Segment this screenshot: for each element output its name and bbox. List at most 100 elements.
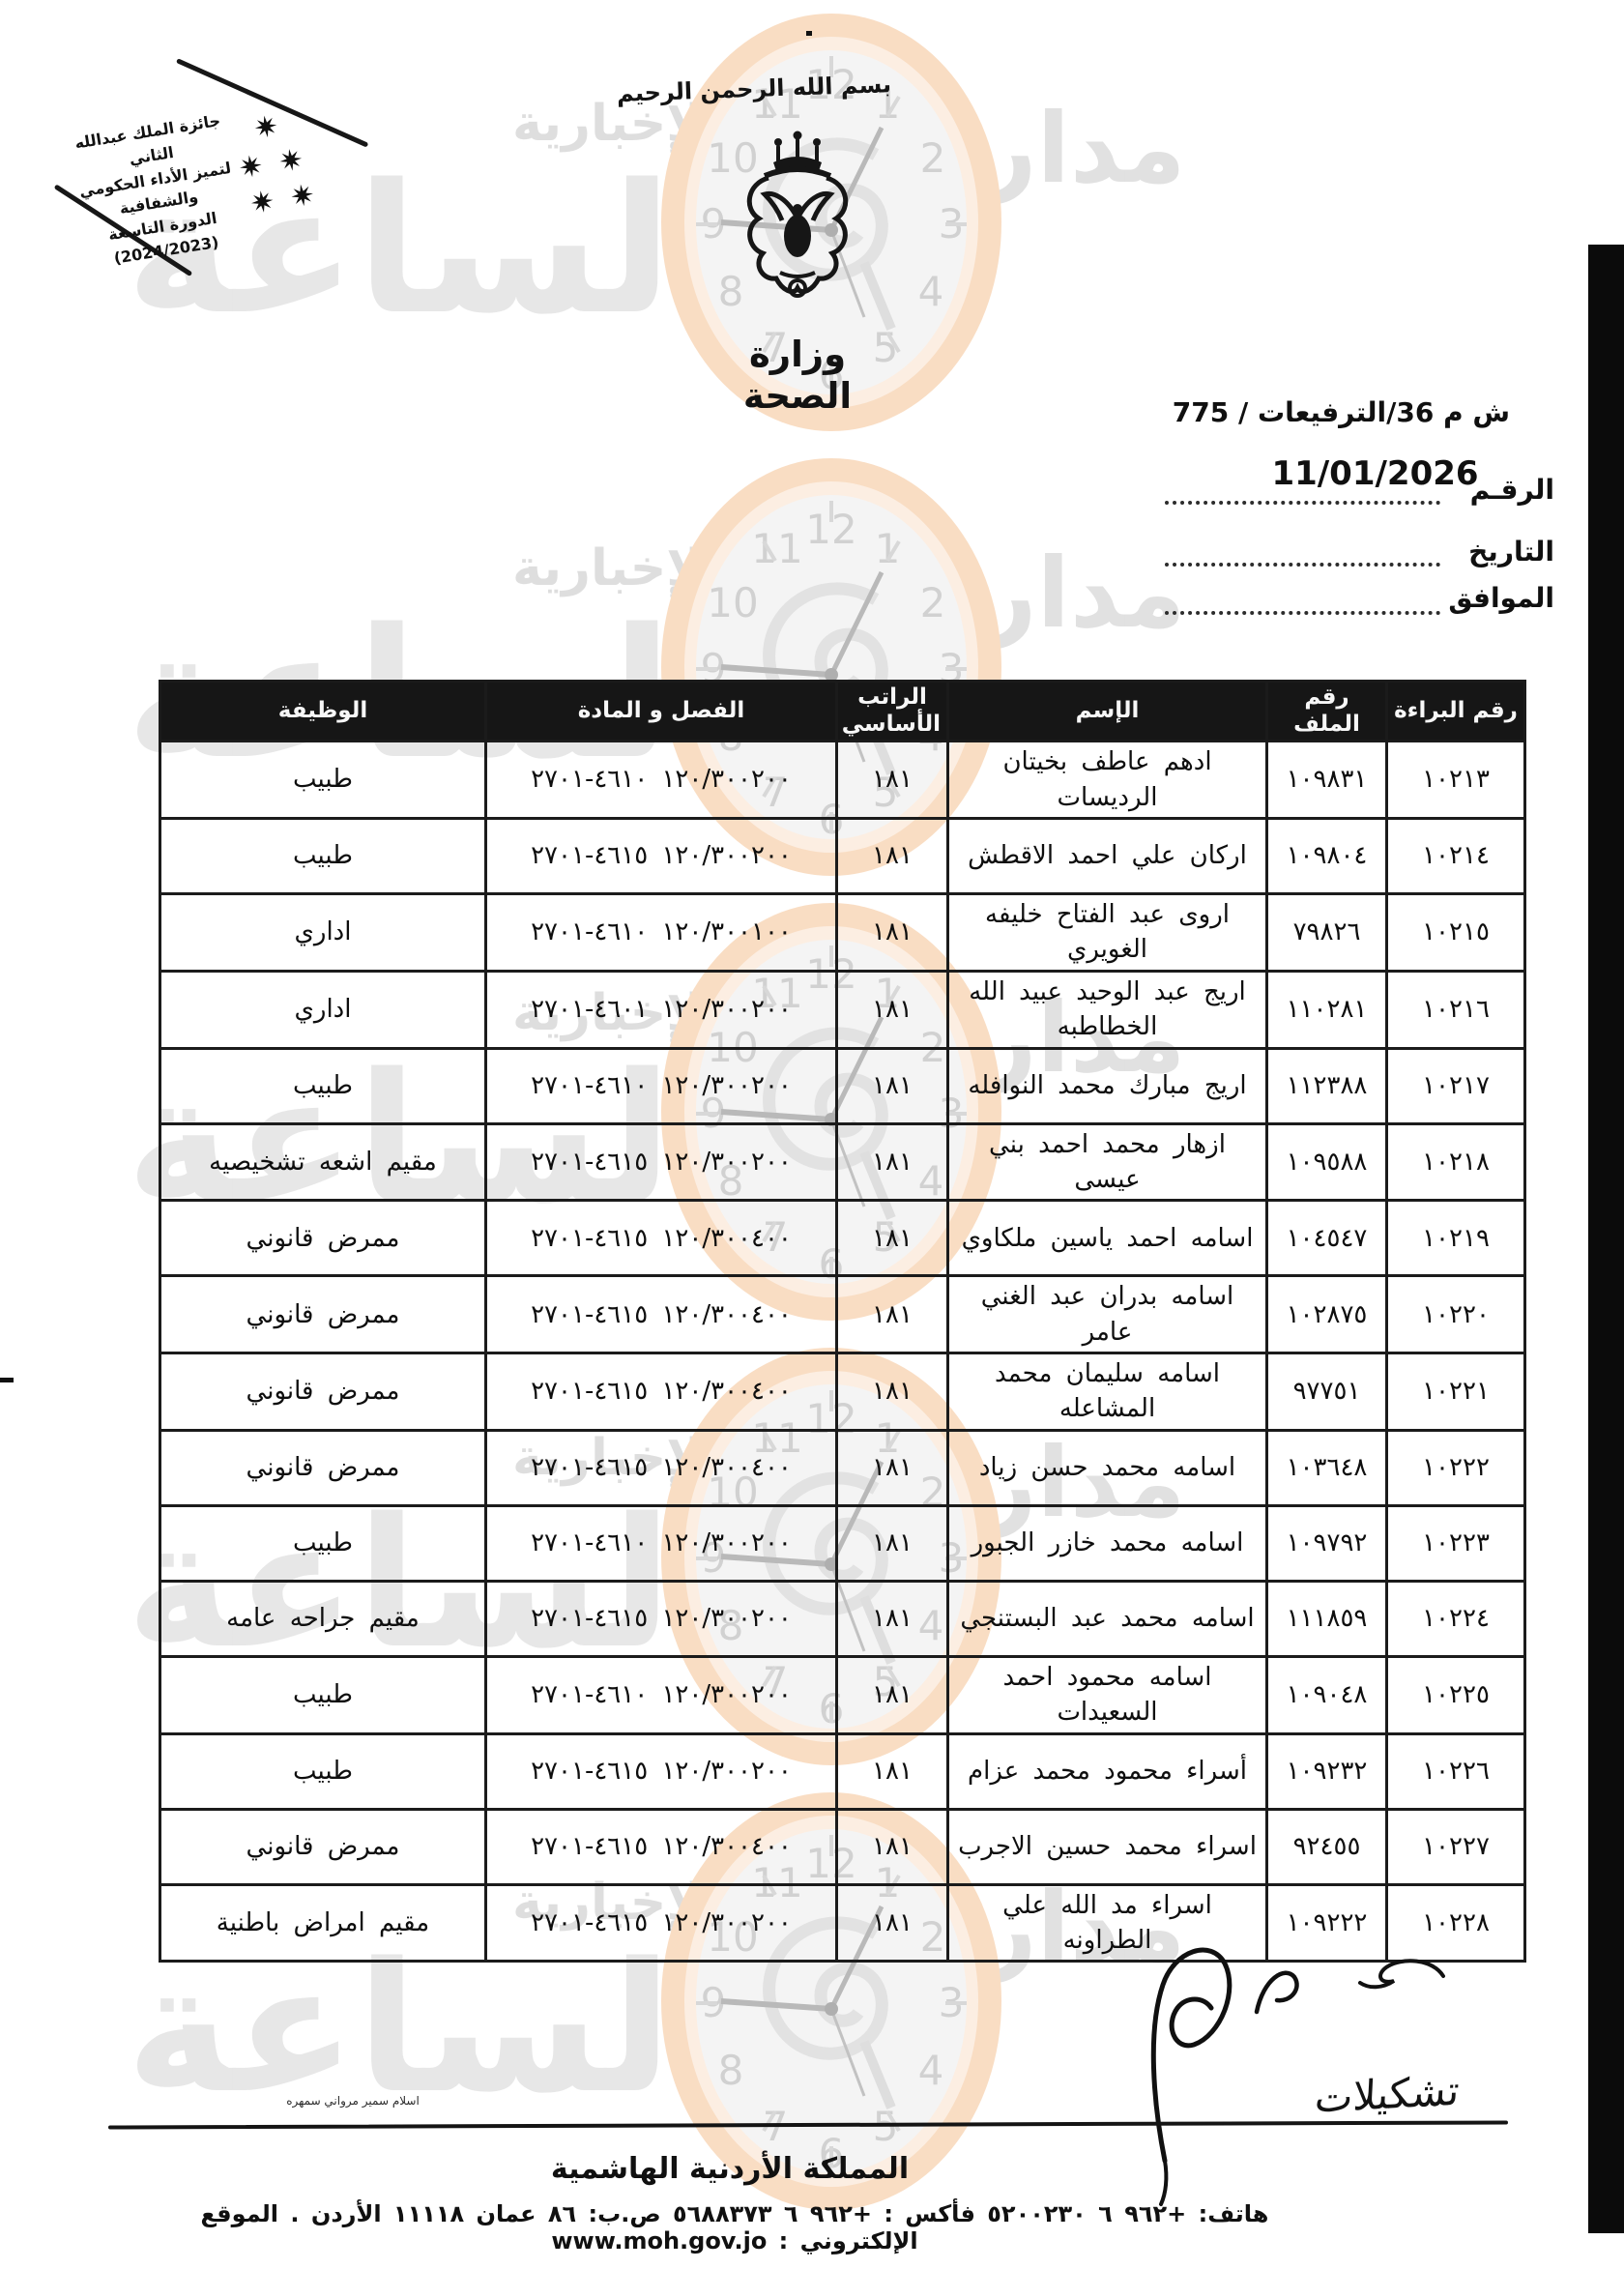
svg-text:8: 8 [718, 2047, 744, 2094]
svg-text:4: 4 [918, 2047, 944, 2094]
cell-job-title: ممرض قانوني [159, 1199, 487, 1278]
cell-job-title: ممرض قانوني [159, 1428, 487, 1507]
cell-chapter-article: ١٢٠/٣٠٠٤٠٠ ٤٦١٥-٢٧٠١ [484, 1352, 838, 1432]
cell-file-number: ١٠٩٨٠٤ [1265, 816, 1388, 895]
cell-basic-salary: ١٨١ [835, 1731, 949, 1811]
reference-number: ش م 36/الترفيعات / 775 [1172, 396, 1510, 428]
chapter-article-value: ١٢٠/٣٠٠٤٠٠ ٤٦١٥-٢٧٠١ [531, 1377, 792, 1407]
chapter-article-value: ١٢٠/٣٠٠٢٠٠ ٤٦١٥-٢٧٠١ [531, 1907, 792, 1937]
cell-employee-name: اسراء مد الله علي الطراونه [946, 1882, 1268, 1964]
chapter-article-value: ١٢٠/٣٠٠٤٠٠ ٤٦١٥-٢٧٠١ [531, 1223, 792, 1253]
cell-employee-name: اروى عبد الفتاح خليفه الغويري [946, 891, 1268, 973]
svg-text:5: 5 [873, 324, 899, 371]
cell-employee-name: اسامه محمد خازر الجبور [946, 1503, 1268, 1583]
table-row: ١٠٢١٣ ١٠٩٨٣١ ادهم عاطف بخيتان الرديسات ١… [159, 740, 1526, 820]
cell-file-number: ١٠٣٦٤٨ [1265, 1428, 1388, 1507]
cell-job-title: مقيم اشعه تشخيصيه [159, 1121, 487, 1203]
cell-chapter-article: ١٢٠/٣٠٠٢٠٠ ٤٦١٥-٢٧٠١ [484, 1731, 838, 1811]
cell-employee-name: اسراء محمد حسين الاجرب [946, 1807, 1268, 1886]
cell-chapter-article: ١٢٠/٣٠٠٢٠٠ ٤٦١٠-٢٧٠١ [484, 740, 838, 820]
cell-job-title: طبيب [159, 1503, 487, 1583]
svg-text:8: 8 [718, 268, 744, 315]
cell-job-title: طبيب [159, 1046, 487, 1125]
cell-decree-number: ١٠٢٢٠ [1385, 1274, 1526, 1355]
cell-employee-name: اسامه محمد حسن زياد [946, 1428, 1268, 1507]
cell-chapter-article: ١٢٠/٣٠٠٤٠٠ ٤٦١٥-٢٧٠١ [484, 1807, 838, 1886]
header-decree-number: رقم البراءة [1385, 679, 1526, 743]
cell-chapter-article: ١٢٠/٣٠٠٢٠٠ ٤٦١٥-٢٧٠١ [484, 1579, 838, 1658]
chapter-article-value: ١٢٠/٣٠٠١٠٠ ٤٦١٠-٢٧٠١ [531, 917, 792, 947]
cell-file-number: ١٠٤٥٤٧ [1265, 1199, 1388, 1278]
chapter-article-value: ١٢٠/٣٠٠٢٠٠ ٤٦٠١-٢٧٠١ [531, 994, 792, 1024]
cell-basic-salary: ١٨١ [835, 1882, 949, 1964]
prepared-by-note: اسلام سمير مرواني سمهره [286, 2094, 420, 2108]
cell-employee-name: اسامه احمد ياسين ملكاوي [946, 1199, 1268, 1278]
header-name: الإسم [946, 679, 1268, 743]
cell-file-number: ٩٧٧٥١ [1265, 1352, 1388, 1432]
jordan-coat-of-arms [746, 131, 849, 298]
cell-decree-number: ١٠٢١٣ [1385, 740, 1526, 820]
cell-basic-salary: ١٨١ [835, 891, 949, 973]
table-row: ١٠٢٢٥ ١٠٩٠٤٨ اسامه محمود احمد السعيدات ١… [159, 1654, 1526, 1735]
star-icon: ✷ [251, 109, 281, 147]
handwritten-signature [1150, 1947, 1299, 2206]
cell-file-number: ١٠٩٨٣١ [1265, 740, 1388, 820]
cell-chapter-article: ١٢٠/٣٠٠١٠٠ ٤٦١٠-٢٧٠١ [484, 891, 838, 973]
cell-job-title: ممرض قانوني [159, 1352, 487, 1432]
cell-job-title: طبيب [159, 1654, 487, 1735]
cell-basic-salary: ١٨١ [835, 1352, 949, 1432]
cell-chapter-article: ١٢٠/٣٠٠٢٠٠ ٤٦١٠-٢٧٠١ [484, 1046, 838, 1125]
cell-decree-number: ١٠٢٢٥ [1385, 1654, 1526, 1735]
cell-decree-number: ١٠٢٢١ [1385, 1352, 1526, 1432]
cell-basic-salary: ١٨١ [835, 1274, 949, 1355]
svg-text:10: 10 [707, 579, 758, 626]
basmala-text: بسم الله الرحمن الرحيم [616, 71, 892, 107]
cell-chapter-article: ١٢٠/٣٠٠٢٠٠ ٤٦١٥-٢٧٠١ [484, 1121, 838, 1203]
ministry-name: وزارة الصحة [742, 334, 853, 417]
table-row: ١٠٢٢٢ ١٠٣٦٤٨ اسامه محمد حسن زياد ١٨١ ١٢٠… [159, 1428, 1526, 1507]
chapter-article-value: ١٢٠/٣٠٠٢٠٠ ٤٦١٠-٢٧٠١ [531, 1070, 792, 1100]
cell-file-number: ١٠٩٢٢٢ [1265, 1882, 1388, 1964]
table-row: ١٠٢١٧ ١١٢٣٨٨ اريج مبارك محمد النوافله ١٨… [159, 1046, 1526, 1125]
svg-text:2: 2 [920, 579, 946, 626]
cell-employee-name: اسامه محمود احمد السعيدات [946, 1654, 1268, 1735]
cell-employee-name: اسامه محمد عبد البستنجي [946, 1579, 1268, 1658]
stamp-stars: ✷ ✷ ✷ ✷ ✷ [229, 106, 332, 225]
cell-job-title: ممرض قانوني [159, 1807, 487, 1886]
cell-basic-salary: ١٨١ [835, 969, 949, 1050]
promotion-table-body: ١٠٢١٣ ١٠٩٨٣١ ادهم عاطف بخيتان الرديسات ١… [159, 740, 1526, 1964]
cell-chapter-article: ١٢٠/٣٠٠٢٠٠ ٤٦١٠-٢٧٠١ [484, 1503, 838, 1583]
cell-basic-salary: ١٨١ [835, 1046, 949, 1125]
cell-chapter-article: ١٢٠/٣٠٠٢٠٠ ٤٦١٠-٢٧٠١ [484, 1654, 838, 1735]
letter-date: 11/01/2026 [1271, 454, 1479, 493]
cell-basic-salary: ١٨١ [835, 816, 949, 895]
cell-file-number: ٩٢٤٥٥ [1265, 1807, 1388, 1886]
cell-file-number: ١٠٩٧٩٢ [1265, 1503, 1388, 1583]
chapter-article-value: ١٢٠/٣٠٠٢٠٠ ٤٦١٥-٢٧٠١ [531, 1604, 792, 1634]
footer-kingdom: المملكة الأردنية الهاشمية [550, 2152, 910, 2186]
cell-decree-number: ١٠٢١٨ [1385, 1121, 1526, 1203]
cell-decree-number: ١٠٢١٦ [1385, 969, 1526, 1050]
cell-basic-salary: ١٨١ [835, 1199, 949, 1278]
cell-employee-name: اسامه بدران عبد الغني عامر [946, 1274, 1268, 1355]
footer-contact: هاتف: +٩٦٢ ٦ ٥٢٠٠٢٣٠ فأكس : +٩٦٢ ٦ ٥٦٨٨٣… [200, 2200, 1269, 2254]
cell-decree-number: ١٠٢١٤ [1385, 816, 1526, 895]
cell-chapter-article: ١٢٠/٣٠٠٤٠٠ ٤٦١٥-٢٧٠١ [484, 1274, 838, 1355]
cell-file-number: ١١٠٢٨١ [1265, 969, 1388, 1050]
table-row: ١٠٢١٥ ٧٩٨٢٦ اروى عبد الفتاح خليفه الغوير… [159, 891, 1526, 973]
chapter-article-value: ١٢٠/٣٠٠٢٠٠ ٤٦١٥-٢٧٠١ [531, 841, 792, 871]
cell-chapter-article: ١٢٠/٣٠٠٤٠٠ ٤٦١٥-٢٧٠١ [484, 1428, 838, 1507]
cell-file-number: ٧٩٨٢٦ [1265, 891, 1388, 973]
promotion-table-wrapper: رقم البراءة رقم الملف الإسم الراتب الأسا… [159, 679, 1526, 1964]
chapter-article-value: ١٢٠/٣٠٠٢٠٠ ٤٦١٥-٢٧٠١ [531, 1147, 792, 1177]
header-file-number: رقم الملف [1265, 679, 1388, 743]
approval-mark [1358, 1959, 1445, 1990]
chapter-article-value: ١٢٠/٣٠٠٢٠٠ ٤٦١٠-٢٧٠١ [531, 1680, 792, 1710]
svg-text:2: 2 [920, 134, 946, 182]
field-date-dots [1165, 557, 1440, 567]
cell-basic-salary: ١٨١ [835, 1807, 949, 1886]
cell-chapter-article: ١٢٠/٣٠٠٢٠٠ ٤٦١٥-٢٧٠١ [484, 816, 838, 895]
